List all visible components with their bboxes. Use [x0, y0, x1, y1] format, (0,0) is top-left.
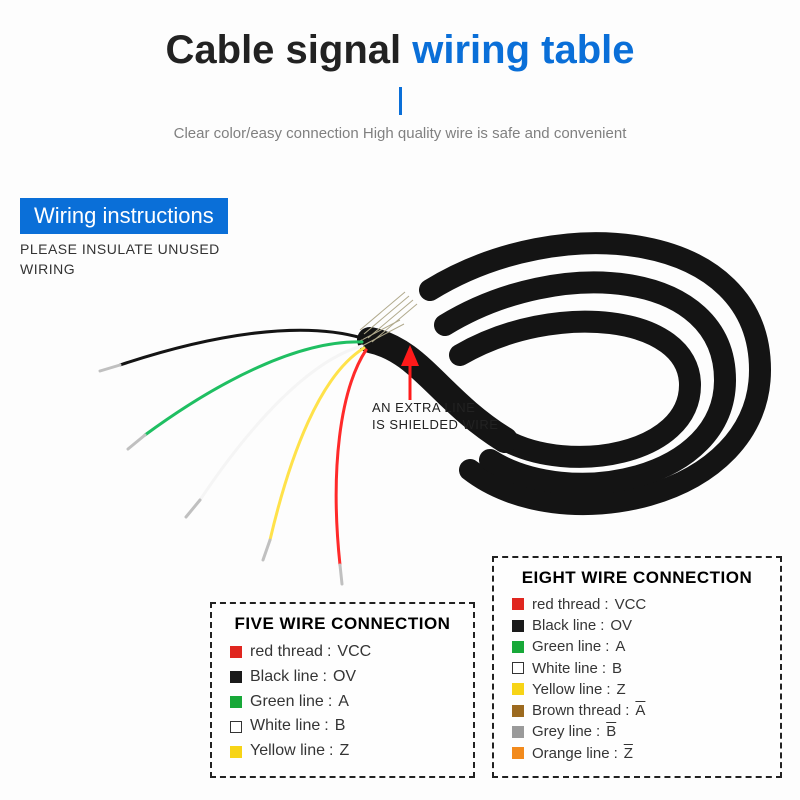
legend-label: White line: [250, 714, 320, 739]
eight-wire-title: EIGHT WIRE CONNECTION: [512, 568, 762, 588]
colon: :: [325, 739, 339, 764]
legend-label: red thread: [250, 640, 323, 665]
legend-value: VCC: [615, 594, 647, 615]
legend-value: OV: [610, 615, 632, 636]
legend-row: Black line:OV: [230, 665, 455, 690]
legend-row: Black line:OV: [512, 615, 762, 636]
legend-value: A: [615, 636, 625, 657]
color-swatch: [230, 696, 242, 708]
title-divider: [399, 87, 402, 115]
color-swatch: [512, 705, 524, 717]
legend-row: Green line:A: [230, 690, 455, 715]
colon: :: [621, 700, 635, 721]
color-swatch: [230, 746, 242, 758]
color-swatch: [512, 641, 524, 653]
legend-label: Orange line: [532, 743, 610, 764]
legend-row: red thread:VCC: [230, 640, 455, 665]
color-swatch: [230, 646, 242, 658]
color-swatch: [230, 721, 242, 733]
color-swatch: [512, 662, 524, 674]
legend-value: A: [338, 690, 349, 715]
eight-wire-rows: red thread:VCCBlack line:OVGreen line:AW…: [512, 594, 762, 764]
page-title: Cable signal wiring table: [0, 0, 800, 73]
legend-row: White line:B: [230, 714, 455, 739]
legend-value: Z: [617, 679, 626, 700]
legend-label: Green line: [250, 690, 324, 715]
subtitle: Clear color/easy connection High quality…: [0, 125, 800, 142]
legend-value: OV: [333, 665, 356, 690]
legend-row: Yellow line:Z: [230, 739, 455, 764]
color-swatch: [512, 598, 524, 610]
colon: :: [318, 665, 332, 690]
legend-row: White line:B: [512, 658, 762, 679]
legend-label: Black line: [532, 615, 596, 636]
colon: :: [320, 714, 334, 739]
legend-value: Z: [339, 739, 349, 764]
legend-row: Brown thread:A: [512, 700, 762, 721]
colon: :: [323, 640, 337, 665]
colon: :: [598, 658, 612, 679]
legend-value: B: [606, 721, 616, 742]
colon: :: [596, 615, 610, 636]
shield-callout-l1: AN EXTRA LINE: [372, 400, 475, 415]
colon: :: [600, 594, 614, 615]
colon: :: [602, 679, 616, 700]
legend-value: B: [335, 714, 346, 739]
shield-callout-l2: IS SHIELDED WIRE: [372, 417, 498, 432]
legend-row: Yellow line:Z: [512, 679, 762, 700]
colon: :: [610, 743, 624, 764]
legend-value: B: [612, 658, 622, 679]
legend-label: Yellow line: [532, 679, 602, 700]
legend-label: Yellow line: [250, 739, 325, 764]
color-swatch: [512, 683, 524, 695]
five-wire-title: FIVE WIRE CONNECTION: [230, 614, 455, 634]
legend-label: Grey line: [532, 721, 592, 742]
legend-label: Green line: [532, 636, 601, 657]
legend-row: red thread:VCC: [512, 594, 762, 615]
title-part1: Cable signal: [166, 28, 413, 72]
color-swatch: [512, 620, 524, 632]
legend-value: A: [635, 700, 645, 721]
legend-value: VCC: [337, 640, 371, 665]
legend-value: Z: [624, 743, 633, 764]
legend-label: White line: [532, 658, 598, 679]
legend-row: Green line:A: [512, 636, 762, 657]
colon: :: [324, 690, 338, 715]
color-swatch: [512, 747, 524, 759]
legend-label: Black line: [250, 665, 318, 690]
colon: :: [592, 721, 606, 742]
colon: :: [601, 636, 615, 657]
title-part2: wiring table: [412, 28, 634, 72]
legend-row: Orange line:Z: [512, 743, 762, 764]
five-wire-legend: FIVE WIRE CONNECTION red thread:VCCBlack…: [210, 602, 475, 778]
legend-label: red thread: [532, 594, 600, 615]
five-wire-rows: red thread:VCCBlack line:OVGreen line:AW…: [230, 640, 455, 764]
legend-label: Brown thread: [532, 700, 621, 721]
color-swatch: [230, 671, 242, 683]
legend-row: Grey line:B: [512, 721, 762, 742]
eight-wire-legend: EIGHT WIRE CONNECTION red thread:VCCBlac…: [492, 556, 782, 778]
color-swatch: [512, 726, 524, 738]
shield-callout: AN EXTRA LINE IS SHIELDED WIRE: [372, 400, 498, 434]
